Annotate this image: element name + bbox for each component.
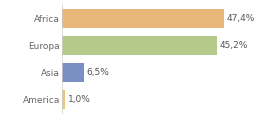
Text: 6,5%: 6,5%: [87, 68, 109, 77]
Text: 1,0%: 1,0%: [68, 95, 91, 104]
Bar: [62, 63, 84, 82]
Text: 47,4%: 47,4%: [227, 14, 255, 23]
Bar: [62, 90, 65, 109]
Bar: [62, 9, 224, 28]
Bar: [62, 36, 217, 55]
Text: 45,2%: 45,2%: [220, 41, 248, 50]
